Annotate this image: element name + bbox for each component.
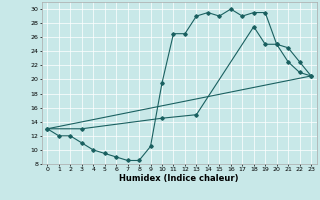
X-axis label: Humidex (Indice chaleur): Humidex (Indice chaleur) [119,174,239,183]
